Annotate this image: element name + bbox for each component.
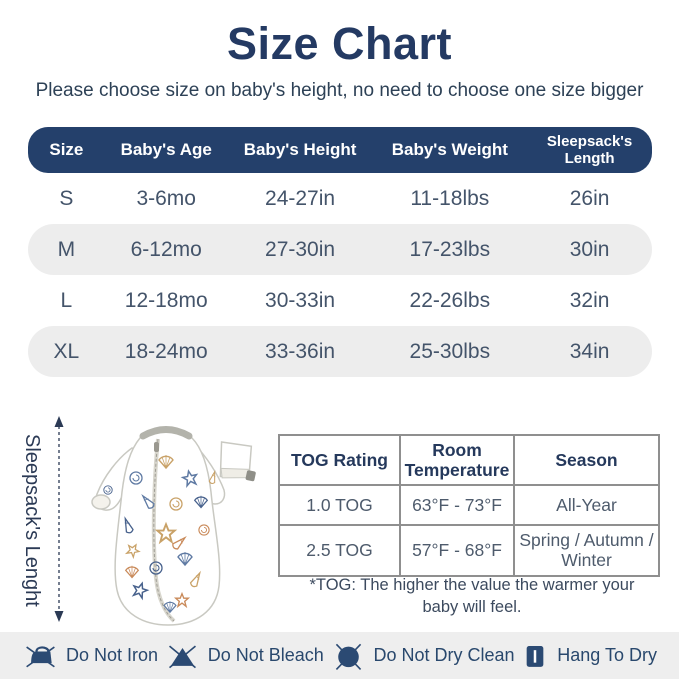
tog-cell: Spring / Autumn / Winter xyxy=(513,524,660,577)
table-cell: 34in xyxy=(569,339,610,363)
care-item-do-not-bleach: Do Not Bleach xyxy=(164,639,324,673)
tog-table: TOG Rating Room Temperature Season 1.0 T… xyxy=(278,433,660,577)
table-cell: 32in xyxy=(569,288,610,312)
sleepsack-length-label: Sleepsack's Lenght xyxy=(21,433,43,607)
table-row-s: S 3-6mo 24-27in 11-18lbs 26in xyxy=(28,173,652,224)
table-cell: 22-26lbs xyxy=(409,288,491,312)
tog-header-temperature: Room Temperature xyxy=(399,433,515,487)
table-cell: 18-24mo xyxy=(124,339,208,363)
hang-to-dry-icon xyxy=(526,645,544,667)
table-cell: XL xyxy=(53,339,80,363)
care-item-do-not-dry-clean: Do Not Dry Clean xyxy=(330,639,515,673)
table-cell: 33-36in xyxy=(265,339,336,363)
table-cell: S xyxy=(59,186,74,210)
tog-cell: 63°F - 73°F xyxy=(399,484,515,527)
table-cell: 27-30in xyxy=(265,237,336,261)
tog-row-1: 1.0 TOG 63°F - 73°F All-Year xyxy=(278,484,660,527)
page-subtitle: Please choose size on baby's height, no … xyxy=(35,80,644,101)
table-row-m: M 6-12mo 27-30in 17-23lbs 30in xyxy=(28,224,652,275)
size-table-header-row: Size Baby's Age Baby's Height Baby's Wei… xyxy=(28,127,652,173)
header-cell-age: Baby's Age xyxy=(120,140,212,159)
table-cell: 12-18mo xyxy=(124,288,208,312)
header-cell-length: Sleepsack's Length xyxy=(546,132,633,167)
care-instructions-strip: Do Not Iron Do Not Bleach Do Not Dry Cle… xyxy=(0,632,679,679)
table-cell: 17-23lbs xyxy=(409,237,491,261)
size-table: Size Baby's Age Baby's Height Baby's Wei… xyxy=(28,127,652,377)
tog-note: *TOG: The higher the value the warmer yo… xyxy=(288,574,656,619)
table-cell: 30-33in xyxy=(265,288,336,312)
care-label: Hang To Dry xyxy=(557,645,657,665)
table-row-xl: XL 18-24mo 33-36in 25-30lbs 34in xyxy=(28,326,652,377)
tog-header-row: TOG Rating Room Temperature Season xyxy=(278,433,660,487)
care-item-hang-to-dry: Hang To Dry xyxy=(520,639,657,673)
table-cell: 11-18lbs xyxy=(410,186,490,210)
table-cell: M xyxy=(57,237,76,261)
table-cell: 24-27in xyxy=(265,186,336,210)
table-cell: 6-12mo xyxy=(130,237,202,261)
tog-cell: 1.0 TOG xyxy=(278,484,401,527)
tog-header-rating: TOG Rating xyxy=(278,433,401,487)
table-cell: 30in xyxy=(569,237,610,261)
tog-row-2: 2.5 TOG 57°F - 68°F Spring / Autumn / Wi… xyxy=(278,524,660,577)
care-label: Do Not Dry Clean xyxy=(373,645,515,665)
length-arrow xyxy=(54,416,64,622)
tog-note-line2: baby will feel. xyxy=(422,598,522,617)
do-not-iron-icon xyxy=(26,645,55,667)
page-title: Size Chart xyxy=(226,18,453,69)
tog-cell: 57°F - 68°F xyxy=(399,524,515,577)
care-label: Do Not Bleach xyxy=(207,645,324,665)
tog-note-line1: *TOG: The higher the value the warmer yo… xyxy=(309,576,635,594)
header-cell-size: Size xyxy=(49,140,84,159)
sleepsack-image xyxy=(91,426,256,626)
sleepsack-illustration-block: Sleepsack's Lenght xyxy=(16,408,268,630)
table-cell: 26in xyxy=(569,186,610,210)
do-not-dry-clean-icon xyxy=(335,643,361,670)
care-label: Do Not Iron xyxy=(66,645,159,665)
table-cell: 3-6mo xyxy=(136,186,196,210)
header-cell-weight: Baby's Weight xyxy=(391,140,508,159)
header-cell-height: Baby's Height xyxy=(243,140,357,159)
do-not-bleach-icon xyxy=(168,645,196,668)
tog-header-season: Season xyxy=(513,433,660,487)
table-cell: 25-30lbs xyxy=(409,339,491,363)
table-row-l: L 12-18mo 30-33in 22-26lbs 32in xyxy=(28,275,652,326)
tog-cell: All-Year xyxy=(513,484,660,527)
tog-cell: 2.5 TOG xyxy=(278,524,401,577)
care-item-do-not-iron: Do Not Iron xyxy=(22,639,158,673)
table-cell: L xyxy=(60,288,73,312)
